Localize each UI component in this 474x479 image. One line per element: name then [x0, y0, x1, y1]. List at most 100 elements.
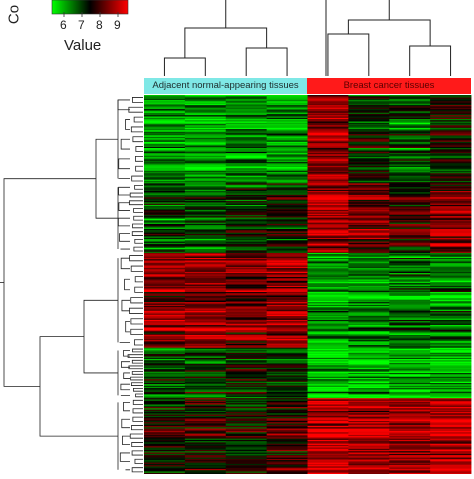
heatmap-cell: [225, 300, 268, 303]
row-dendro-leaf: [132, 223, 143, 229]
heatmap-cell: [144, 321, 186, 323]
heatmap-cell: [144, 366, 186, 369]
heatmap-cell: [225, 247, 268, 250]
heatmap-cell: [348, 241, 390, 244]
heatmap-cell: [225, 427, 268, 429]
heatmap-cell: [430, 394, 472, 397]
heatmap-cell: [144, 331, 186, 333]
heatmap-cell: [184, 150, 227, 153]
heatmap-cell: [225, 379, 268, 381]
heatmap-cell: [184, 185, 227, 188]
row-dendro-branch: [117, 217, 130, 227]
heatmap-cell: [389, 156, 431, 159]
heatmap-cell: [266, 213, 308, 216]
heatmap-cell: [348, 327, 390, 330]
heatmap-cell: [348, 457, 390, 460]
heatmap-cell: [348, 97, 390, 100]
heatmap-cell: [307, 257, 349, 260]
heatmap-cell: [266, 400, 308, 403]
heatmap-cell: [225, 307, 268, 309]
heatmap-cell: [389, 255, 431, 258]
heatmap-cell: [266, 431, 308, 433]
heatmap-cell: [348, 470, 390, 472]
heatmap-cell: [348, 370, 390, 373]
heatmap-cell: [348, 328, 390, 331]
heatmap-cell: [144, 127, 186, 130]
heatmap-cell: [307, 365, 349, 368]
heatmap-cell: [389, 246, 431, 249]
heatmap-cell: [348, 218, 390, 221]
heatmap-cell: [348, 274, 390, 277]
heatmap-cell: [184, 135, 227, 138]
heatmap-cell: [389, 417, 431, 419]
heatmap-cell: [266, 201, 308, 203]
heatmap-cell: [307, 260, 349, 263]
heatmap-cell: [348, 444, 390, 447]
heatmap-cell: [225, 336, 268, 338]
heatmap-cell: [348, 439, 390, 442]
heatmap-cell: [307, 247, 349, 250]
heatmap-cell: [144, 211, 186, 213]
heatmap-cell: [225, 326, 268, 328]
heatmap-cell: [144, 359, 186, 361]
heatmap-cell: [266, 453, 308, 456]
heatmap-cell: [430, 160, 472, 163]
heatmap-cell: [348, 249, 390, 251]
heatmap-cell: [266, 342, 308, 345]
heatmap-cell: [144, 338, 186, 341]
heatmap-cell: [266, 105, 308, 107]
heatmap-cell: [307, 202, 349, 205]
heatmap-cell: [348, 362, 390, 365]
heatmap-cell: [430, 340, 472, 342]
heatmap-cell: [389, 279, 431, 282]
heatmap-cell: [430, 327, 472, 330]
heatmap-cell: [184, 220, 227, 222]
heatmap-cell: [225, 130, 268, 133]
heatmap-cell: [225, 316, 268, 318]
heatmap-cell: [430, 121, 472, 124]
heatmap-cell: [144, 209, 186, 212]
heatmap-cell: [307, 261, 349, 264]
heatmap-cell: [348, 150, 390, 153]
heatmap-cell: [184, 300, 227, 303]
heatmap-cell: [184, 235, 227, 237]
heatmap-cell: [144, 121, 186, 124]
heatmap-cell: [430, 290, 472, 293]
heatmap-cell: [389, 366, 431, 369]
heatmap-cell: [348, 318, 390, 321]
heatmap-cell: [184, 125, 227, 127]
heatmap-cell: [430, 333, 472, 336]
heatmap-cell: [348, 324, 390, 327]
heatmap-cell: [144, 246, 186, 249]
heatmap-cell: [307, 96, 349, 98]
heatmap-cell: [184, 441, 227, 443]
heatmap-cell: [389, 97, 431, 100]
heatmap-cell: [266, 351, 308, 354]
heatmap-cell: [389, 247, 431, 250]
heatmap-cell: [184, 110, 227, 112]
heatmap-cell: [307, 420, 349, 423]
heatmap-cell: [389, 470, 431, 472]
heatmap-cell: [307, 231, 349, 234]
heatmap-cell: [348, 185, 390, 188]
heatmap-cell: [184, 222, 227, 225]
heatmap-cell: [144, 441, 186, 443]
heatmap-cell: [266, 386, 308, 389]
heatmap-cell: [144, 144, 186, 146]
heatmap-cell: [307, 169, 349, 172]
heatmap-cell: [389, 290, 431, 293]
heatmap-cell: [144, 390, 186, 393]
heatmap-cell: [266, 345, 308, 347]
heatmap-cell: [307, 311, 349, 313]
heatmap-cell: [430, 187, 472, 189]
heatmap-cell: [266, 295, 308, 298]
heatmap-cell: [266, 289, 308, 292]
heatmap-cell: [266, 374, 308, 376]
heatmap-cell: [144, 226, 186, 229]
heatmap-cell: [430, 407, 472, 409]
heatmap-cell: [184, 405, 227, 408]
heatmap-cell: [225, 287, 268, 289]
heatmap-cell: [184, 352, 227, 355]
heatmap-cell: [225, 413, 268, 416]
